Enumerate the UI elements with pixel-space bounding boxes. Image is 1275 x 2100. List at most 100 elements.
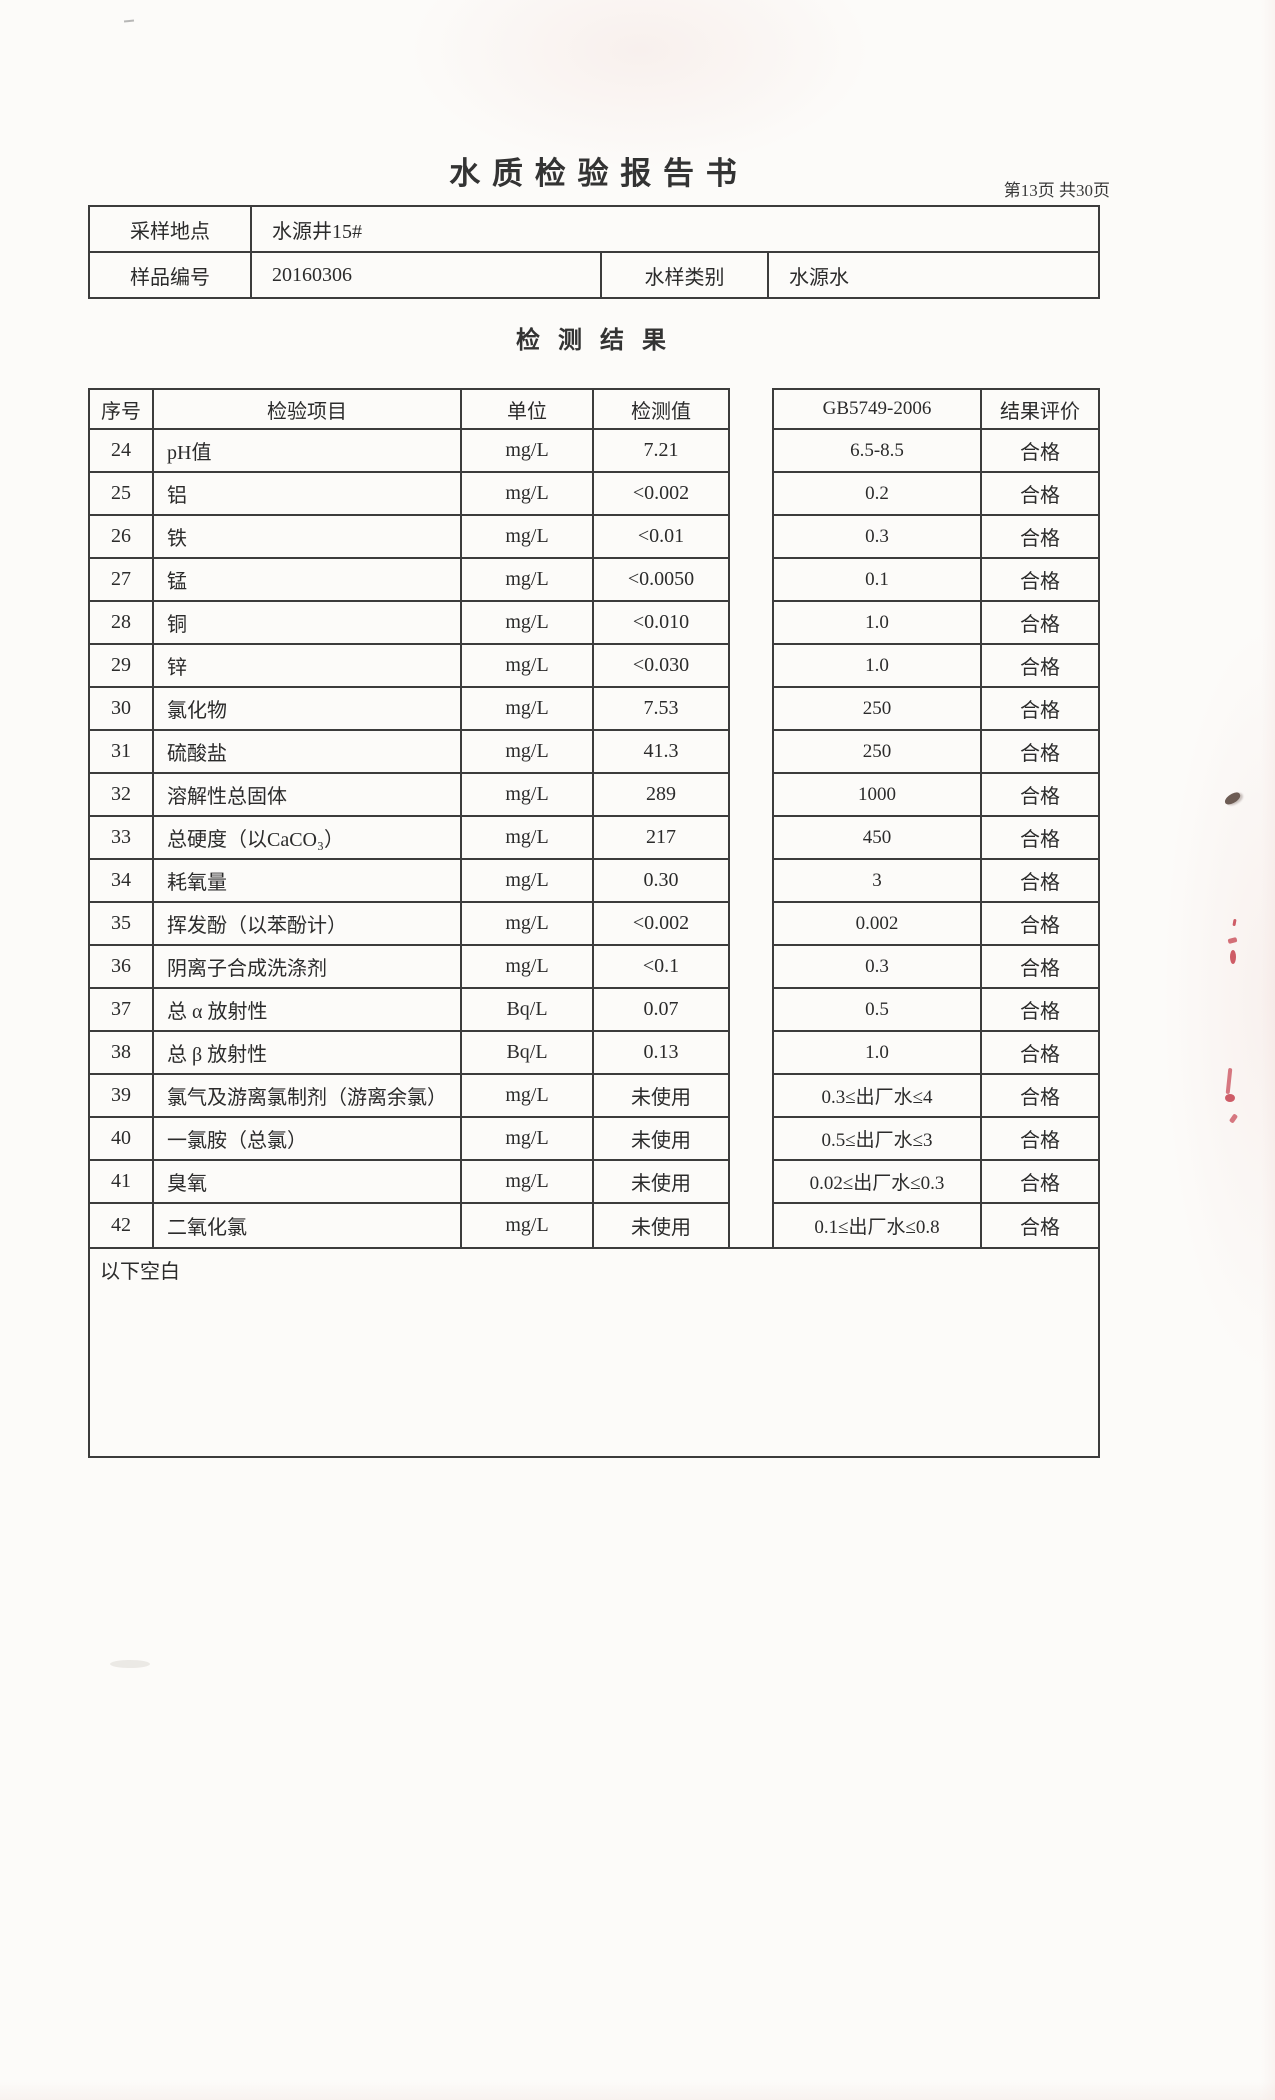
table-row: 24 pH值 mg/L 7.21 6.5-8.5 合格 [88, 430, 1100, 473]
cell-verdict: 合格 [982, 1204, 1100, 1247]
red-edge-mark [1230, 950, 1236, 964]
results-rows: 24 pH值 mg/L 7.21 6.5-8.5 合格 25 铝 mg/L <0.002 0.2 合格… [88, 430, 1100, 1247]
cell-no: 34 [88, 860, 154, 903]
table-row: 25 铝 mg/L <0.002 0.2 合格 [88, 473, 1100, 516]
results-header-row: 序号 检验项目 单位 检测值 GB5749-2006 结果评价 [88, 388, 1100, 430]
cell-standard: 6.5-8.5 [772, 430, 982, 473]
cell-value: <0.030 [594, 645, 730, 688]
cell-standard: 0.3≤出厂水≤4 [772, 1075, 982, 1118]
table-row: 38 总 β 放射性 Bq/L 0.13 1.0 合格 [88, 1032, 1100, 1075]
column-gap [730, 731, 772, 774]
cell-standard: 0.002 [772, 903, 982, 946]
red-edge-mark [1225, 1094, 1235, 1102]
table-row: 34 耗氧量 mg/L 0.30 3 合格 [88, 860, 1100, 903]
cell-value: 0.07 [594, 989, 730, 1032]
column-gap [730, 946, 772, 989]
column-gap [730, 602, 772, 645]
info-row-sampling-location: 采样地点 水源井15# [90, 207, 1098, 253]
sample-type-value: 水源水 [789, 266, 849, 289]
cell-value: <0.002 [594, 473, 730, 516]
cell-item: 臭氧 [154, 1161, 462, 1204]
table-row: 42 二氧化氯 mg/L 未使用 0.1≤出厂水≤0.8 合格 [88, 1204, 1100, 1247]
cell-item: 锰 [154, 559, 462, 602]
cell-unit: mg/L [462, 559, 594, 602]
column-gap [730, 774, 772, 817]
cell-value: 未使用 [594, 1118, 730, 1161]
red-edge-mark [1232, 918, 1237, 927]
cell-unit: mg/L [462, 774, 594, 817]
cell-value: 未使用 [594, 1161, 730, 1204]
cell-no: 41 [88, 1161, 154, 1204]
sample-number-label: 样品编号 [90, 253, 252, 297]
header-value: 检测值 [594, 388, 730, 430]
cell-value: 7.53 [594, 688, 730, 731]
cell-value: <0.0050 [594, 559, 730, 602]
cell-value: 未使用 [594, 1204, 730, 1247]
cell-standard: 0.1 [772, 559, 982, 602]
cell-no: 24 [88, 430, 154, 473]
scan-smudge-dark [1222, 790, 1243, 807]
cell-no: 38 [88, 1032, 154, 1075]
cell-unit: mg/L [462, 473, 594, 516]
cell-value: <0.01 [594, 516, 730, 559]
table-row: 33 总硬度（以CaCO₃） mg/L 217 450 合格 [88, 817, 1100, 860]
cell-unit: mg/L [462, 946, 594, 989]
cell-no: 29 [88, 645, 154, 688]
cell-item: 铁 [154, 516, 462, 559]
cell-item: 二氧化氯 [154, 1204, 462, 1247]
cell-no: 25 [88, 473, 154, 516]
cell-value: 0.13 [594, 1032, 730, 1075]
blank-note: 以下空白 [100, 1261, 180, 1283]
table-row: 29 锌 mg/L <0.030 1.0 合格 [88, 645, 1100, 688]
cell-verdict: 合格 [982, 645, 1100, 688]
cell-no: 30 [88, 688, 154, 731]
results-table: 序号 检验项目 单位 检测值 GB5749-2006 结果评价 24 pH值 mg/… [88, 388, 1100, 1247]
header-verdict: 结果评价 [982, 388, 1100, 430]
column-gap [730, 1075, 772, 1118]
cell-verdict: 合格 [982, 473, 1100, 516]
table-row: 27 锰 mg/L <0.0050 0.1 合格 [88, 559, 1100, 602]
cell-unit: mg/L [462, 1161, 594, 1204]
cell-unit: mg/L [462, 602, 594, 645]
column-gap [730, 430, 772, 473]
cell-no: 36 [88, 946, 154, 989]
sample-info-table: 采样地点 水源井15# 样品编号 20160306 水样类别 水源水 [88, 205, 1100, 299]
table-row: 36 阴离子合成洗涤剂 mg/L <0.1 0.3 合格 [88, 946, 1100, 989]
cell-verdict: 合格 [982, 860, 1100, 903]
cell-standard: 3 [772, 860, 982, 903]
section-title: 检 测 结 果 [516, 328, 672, 354]
cell-item: 氯气及游离氯制剂（游离余氯） [154, 1075, 462, 1118]
column-gap [730, 516, 772, 559]
cell-no: 33 [88, 817, 154, 860]
cell-verdict: 合格 [982, 516, 1100, 559]
table-row: 39 氯气及游离氯制剂（游离余氯） mg/L 未使用 0.3≤出厂水≤4 合格 [88, 1075, 1100, 1118]
cell-value: <0.002 [594, 903, 730, 946]
sampling-location-value: 水源井15# [272, 220, 362, 243]
column-gap [730, 473, 772, 516]
header-standard: GB5749-2006 [772, 388, 982, 430]
cell-standard: 0.02≤出厂水≤0.3 [772, 1161, 982, 1204]
table-row: 28 铜 mg/L <0.010 1.0 合格 [88, 602, 1100, 645]
header-unit: 单位 [462, 388, 594, 430]
header-item: 检验项目 [154, 388, 462, 430]
cell-verdict: 合格 [982, 559, 1100, 602]
cell-verdict: 合格 [982, 817, 1100, 860]
cell-item: 铝 [154, 473, 462, 516]
column-gap [730, 817, 772, 860]
cell-standard: 250 [772, 731, 982, 774]
cell-item: 溶解性总固体 [154, 774, 462, 817]
cell-verdict: 合格 [982, 1075, 1100, 1118]
cell-verdict: 合格 [982, 731, 1100, 774]
cell-no: 39 [88, 1075, 154, 1118]
red-edge-mark [1228, 1113, 1239, 1124]
cell-no: 37 [88, 989, 154, 1032]
cell-standard: 0.3 [772, 516, 982, 559]
cell-item: pH值 [154, 430, 462, 473]
cell-item: 挥发酚（以苯酚计） [154, 903, 462, 946]
cell-item: 耗氧量 [154, 860, 462, 903]
column-gap [730, 1118, 772, 1161]
column-gap [730, 388, 772, 430]
cell-item: 一氯胺（总氯） [154, 1118, 462, 1161]
table-row: 35 挥发酚（以苯酚计） mg/L <0.002 0.002 合格 [88, 903, 1100, 946]
cell-unit: mg/L [462, 860, 594, 903]
